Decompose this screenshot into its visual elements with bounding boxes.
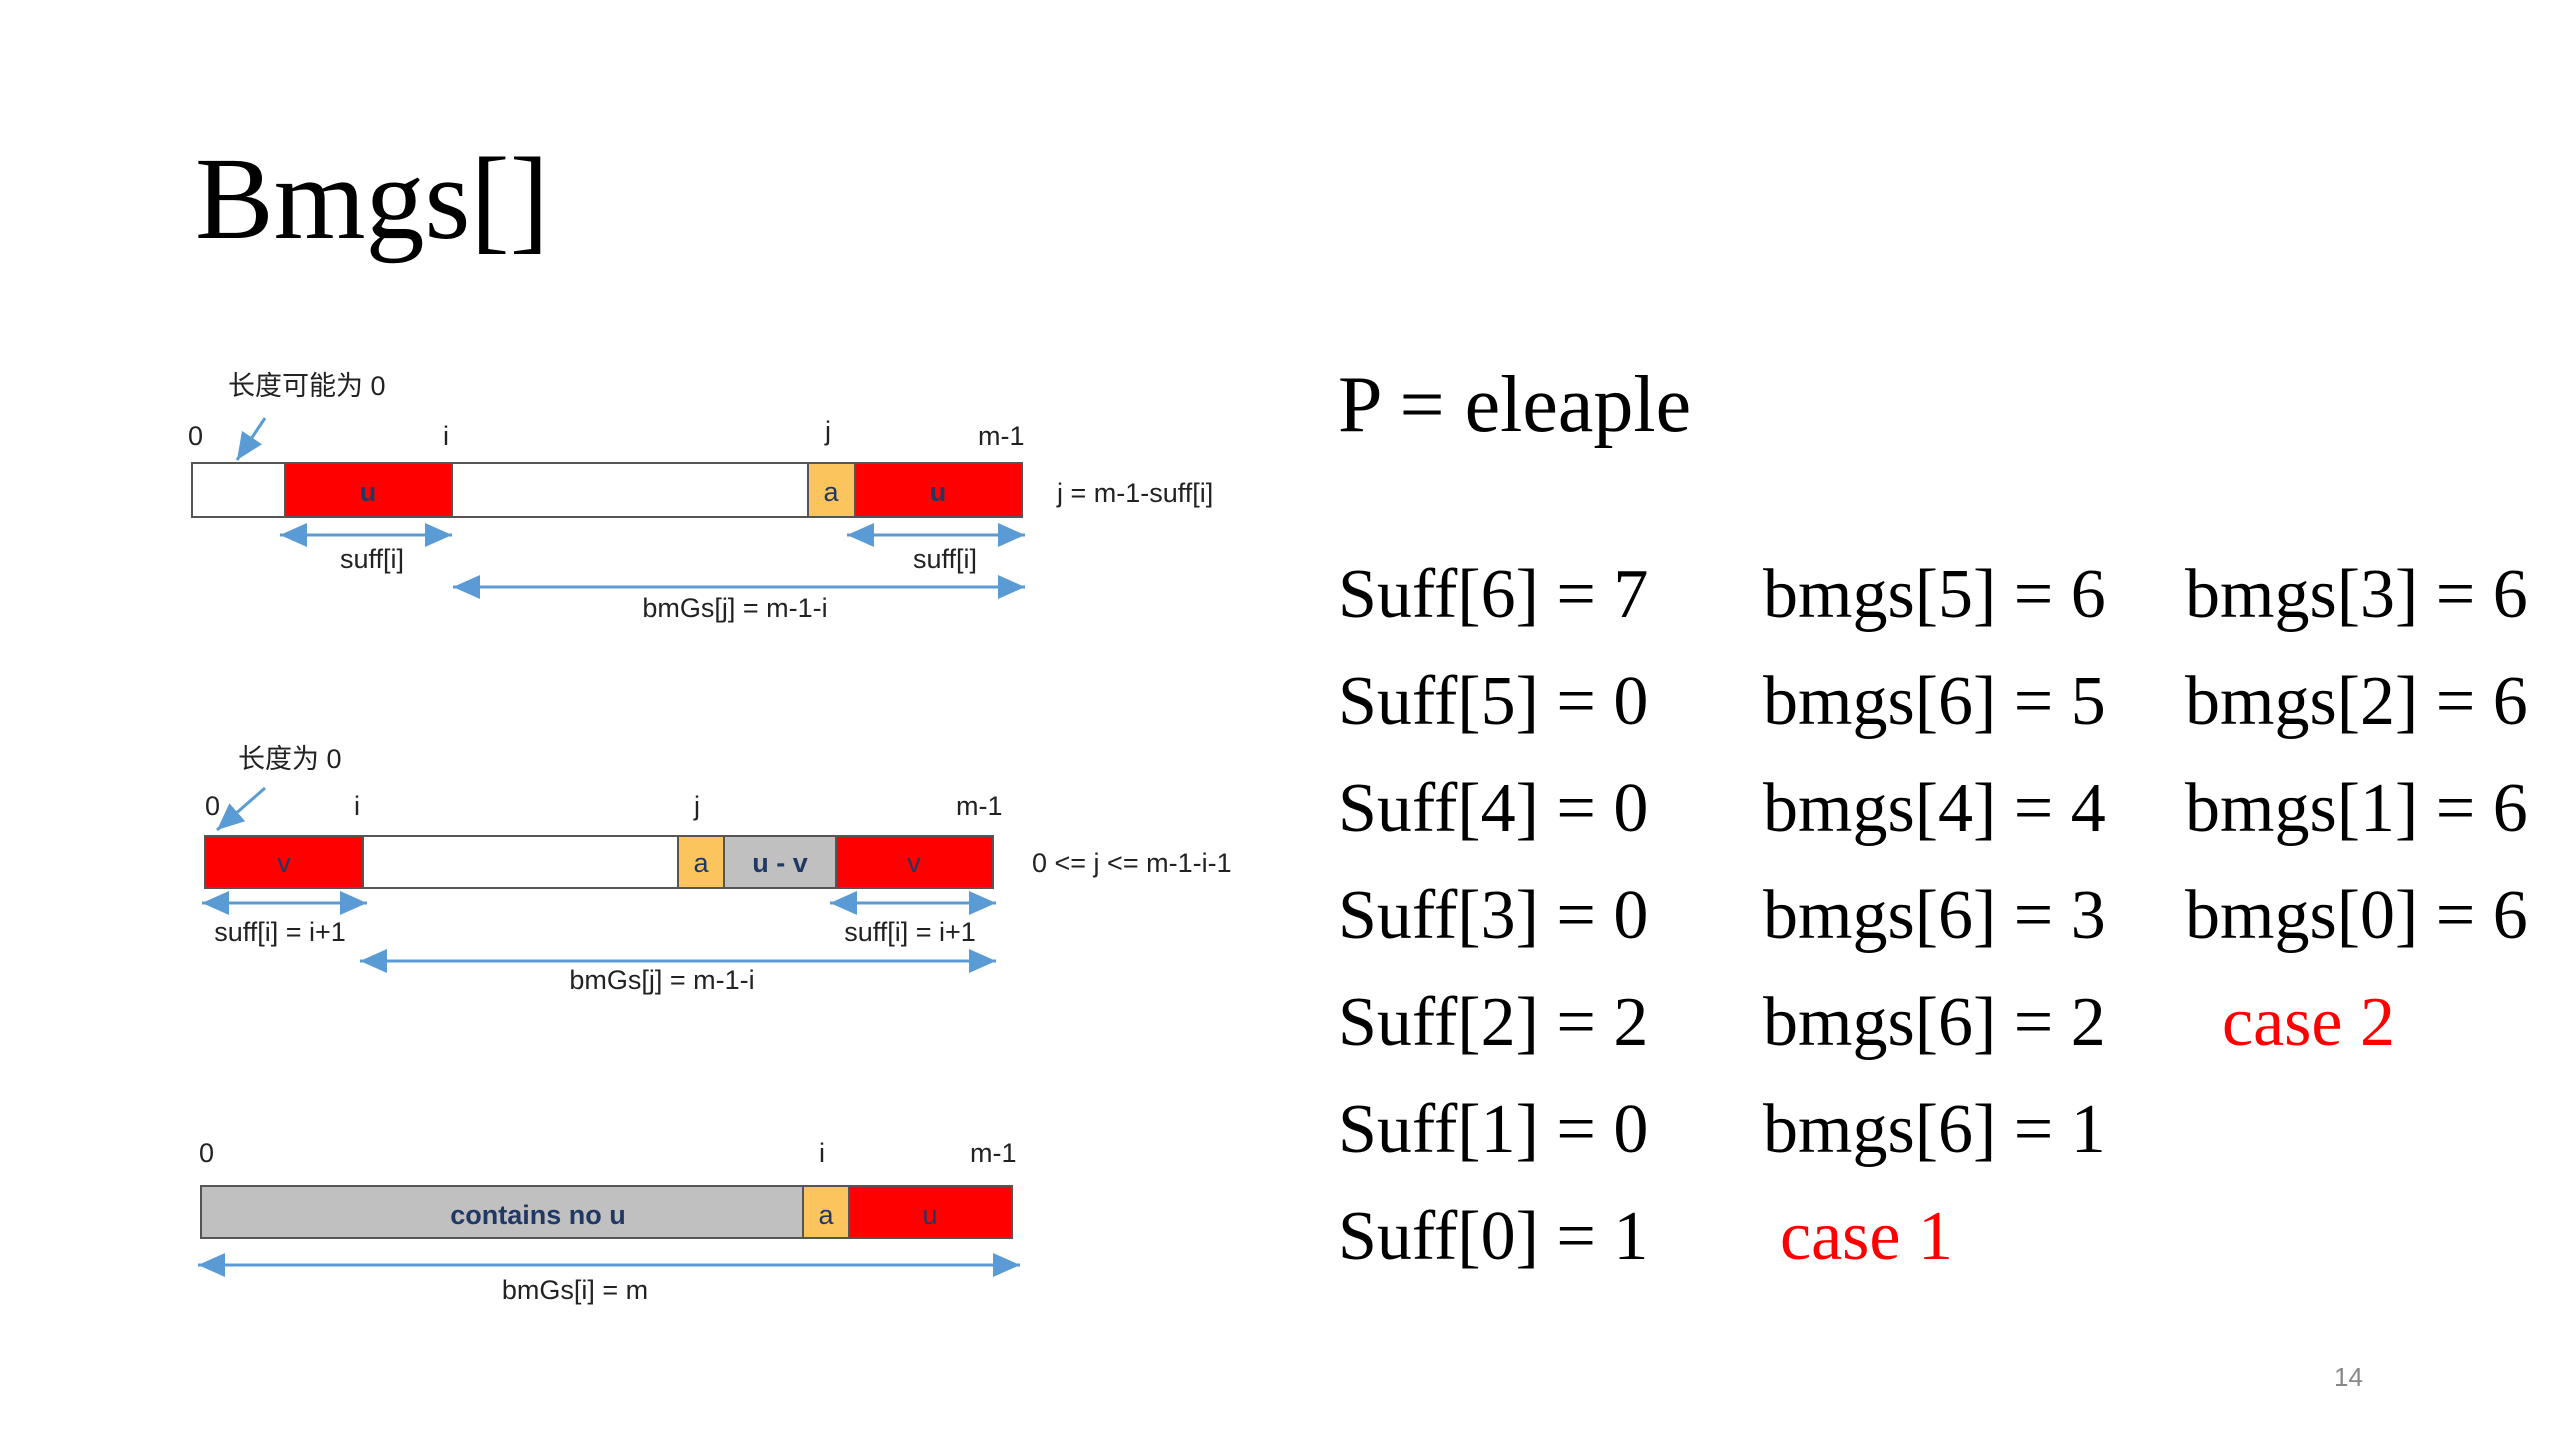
d1-label-m1: m-1 bbox=[978, 421, 1025, 451]
bmgs-col2-row1: bmgs[3] = 6 bbox=[2185, 556, 2528, 633]
case-1-label: case 1 bbox=[1780, 1198, 1953, 1275]
d1-note-pointer bbox=[235, 417, 267, 461]
d2-label-j: j bbox=[693, 791, 700, 821]
d1-block-u-right-label: u bbox=[930, 477, 947, 507]
bmgs-col1-row5: bmgs[6] = 2 bbox=[1763, 984, 2106, 1061]
d2-block-v-left-label: v bbox=[277, 848, 291, 878]
d1-label-i: i bbox=[443, 421, 449, 451]
suff-4: Suff[4] = 0 bbox=[1338, 770, 1649, 847]
d1-block-a bbox=[807, 462, 856, 518]
d1-block-a-label: a bbox=[823, 477, 839, 507]
bmgs-diagrams: 长度可能为 0 0 i j m-1 u a u j = m-1-suff[i] … bbox=[188, 371, 1232, 1305]
d3-label-0: 0 bbox=[199, 1138, 214, 1168]
d3-block-u-label: u bbox=[922, 1200, 937, 1230]
d2-label-0: 0 bbox=[205, 791, 220, 821]
slide-title: Bmgs[] bbox=[195, 133, 549, 264]
d1-arrow-suff-left-label: suff[i] bbox=[340, 544, 404, 574]
bmgs-col1-row3: bmgs[4] = 4 bbox=[1763, 770, 2106, 847]
d1-block-u-left bbox=[284, 462, 453, 518]
d2-arrow-suff-right-label: suff[i] = i+1 bbox=[844, 917, 976, 947]
d1-label-0: 0 bbox=[188, 421, 203, 451]
bmgs-col1-row4: bmgs[6] = 3 bbox=[1763, 877, 2106, 954]
suff-2: Suff[2] = 2 bbox=[1338, 984, 1649, 1061]
d3-block-gray-label: contains no u bbox=[450, 1200, 626, 1230]
pattern-definition: P = eleaple bbox=[1338, 361, 1692, 449]
d2-label-m1: m-1 bbox=[956, 791, 1003, 821]
d2-block-uv bbox=[723, 835, 837, 889]
d2-block-v-right-label: v bbox=[907, 848, 921, 878]
d2-block-a-label: a bbox=[693, 848, 709, 878]
d3-block-u bbox=[848, 1185, 1013, 1239]
bmgs-col2-row3: bmgs[1] = 6 bbox=[2185, 770, 2528, 847]
d2-formula: 0 <= j <= m-1-i-1 bbox=[1032, 848, 1232, 878]
d1-block-u-left-label: u bbox=[360, 477, 377, 507]
diagram-case-1: 长度可能为 0 0 i j m-1 u a u j = m-1-suff[i] … bbox=[188, 371, 1213, 623]
bmgs-col2-row2: bmgs[2] = 6 bbox=[2185, 663, 2528, 740]
suff-5: Suff[5] = 0 bbox=[1338, 663, 1649, 740]
d3-block-a-label: a bbox=[818, 1200, 834, 1230]
bmgs-col1-row2: bmgs[6] = 5 bbox=[1763, 663, 2106, 740]
d1-label-j: j bbox=[824, 416, 831, 446]
suff-0: Suff[0] = 1 bbox=[1338, 1198, 1649, 1275]
d3-block-gray bbox=[200, 1185, 804, 1239]
d3-label-m1: m-1 bbox=[970, 1138, 1017, 1168]
diagram-case-3: 0 i m-1 contains no u a u bmGs[i] = m bbox=[198, 1138, 1020, 1305]
bmgs-col1-row1: bmgs[5] = 6 bbox=[1763, 556, 2106, 633]
bmgs-col2-row4: bmgs[0] = 6 bbox=[2185, 877, 2528, 954]
bmgs-col1-row6: bmgs[6] = 1 bbox=[1763, 1091, 2106, 1168]
d2-block-v-right bbox=[835, 835, 994, 889]
d2-note-pointer bbox=[216, 786, 266, 832]
d3-arrow-bmgs-label: bmGs[i] = m bbox=[502, 1275, 648, 1305]
d2-arrow-bmgs-label: bmGs[j] = m-1-i bbox=[569, 965, 754, 995]
d2-block-v-left bbox=[204, 835, 364, 889]
suff-6: Suff[6] = 7 bbox=[1338, 556, 1649, 633]
d1-block-u-right bbox=[854, 462, 1023, 518]
d1-arrow-suff-right-label: suff[i] bbox=[913, 544, 977, 574]
case-2-label: case 2 bbox=[2222, 984, 2395, 1061]
suff-1: Suff[1] = 0 bbox=[1338, 1091, 1649, 1168]
d1-formula: j = m-1-suff[i] bbox=[1056, 478, 1213, 508]
d2-block-uv-label: u - v bbox=[752, 848, 808, 878]
d1-arrow-bmgs-label: bmGs[j] = m-1-i bbox=[642, 593, 827, 623]
d3-block-a bbox=[802, 1185, 850, 1239]
d3-label-i: i bbox=[819, 1138, 825, 1168]
d2-note: 长度为 0 bbox=[238, 744, 342, 774]
d2-label-i: i bbox=[354, 791, 360, 821]
page-number: 14 bbox=[2334, 1362, 2363, 1392]
d2-arrow-suff-left-label: suff[i] = i+1 bbox=[214, 917, 346, 947]
suff-3: Suff[3] = 0 bbox=[1338, 877, 1649, 954]
diagram-case-2: 长度为 0 0 i j m-1 v a u - v v 0 <= j <= m-… bbox=[202, 744, 1232, 995]
d1-note: 长度可能为 0 bbox=[228, 371, 386, 401]
